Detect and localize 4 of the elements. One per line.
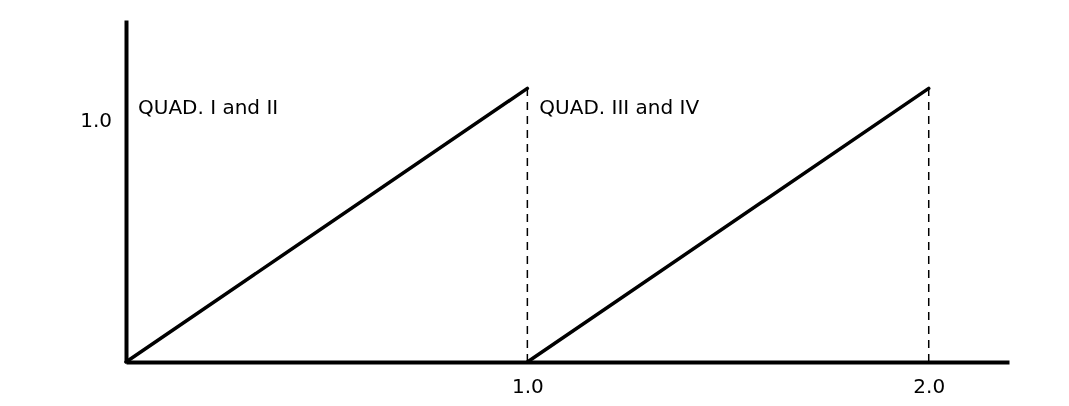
text: 1.0 [80, 108, 112, 133]
annotation: QUAD. III and IV [539, 94, 700, 119]
annotation: QUAD. I and II [138, 94, 279, 119]
x-tick-label: 2.0 [913, 373, 946, 398]
